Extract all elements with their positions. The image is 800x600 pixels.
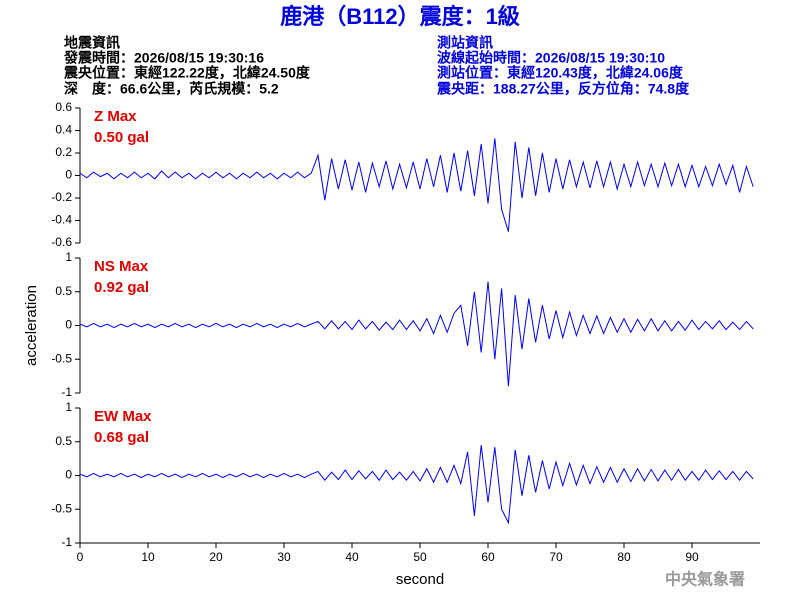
y-tick-label: 0	[65, 468, 72, 482]
annotation: Z Max	[94, 108, 137, 125]
y-tick-label: 1	[65, 400, 72, 414]
x-axis-label: second	[396, 571, 444, 588]
x-tick-label: 90	[685, 550, 699, 564]
y-tick-label: 0	[65, 318, 72, 332]
x-tick-label: 0	[77, 550, 84, 564]
y-tick-label: 0.4	[55, 123, 72, 137]
info-line: 測站資訊	[437, 35, 493, 51]
info-line: 震央距：188.27公里，反方位角：74.8度	[436, 81, 690, 97]
y-tick-label: 0.2	[55, 145, 72, 159]
x-tick-label: 10	[141, 550, 155, 564]
x-tick-label: 80	[617, 550, 631, 564]
annotation: 0.68 gal	[94, 429, 149, 446]
y-tick-label: 0.5	[55, 284, 72, 298]
info-line: 波線起始時間：2026/08/15 19:30:10	[437, 50, 665, 66]
y-tick-label: -0.4	[51, 213, 72, 227]
y-tick-label: 0.6	[55, 100, 72, 114]
waveform	[79, 281, 754, 387]
x-tick-label: 60	[481, 550, 495, 564]
info-line: 地震資訊	[64, 35, 120, 51]
waveform	[79, 138, 754, 232]
y-tick-label: 0	[65, 168, 72, 182]
waveform	[79, 445, 754, 525]
info-line: 測站位置：東經120.43度，北緯24.06度	[437, 65, 684, 81]
x-tick-label: 50	[413, 550, 427, 564]
x-tick-label: 20	[209, 550, 223, 564]
y-tick-label: -0.5	[51, 351, 72, 365]
y-tick-label: -0.2	[51, 190, 72, 204]
annotation: 0.92 gal	[94, 279, 149, 296]
y-tick-label: -1	[61, 385, 72, 399]
y-tick-label: 1	[65, 250, 72, 264]
y-tick-label: -1	[61, 535, 72, 549]
annotation: 0.50 gal	[94, 129, 149, 146]
y-tick-label: 0.5	[55, 434, 72, 448]
x-tick-label: 70	[549, 550, 563, 564]
annotation: EW Max	[94, 408, 152, 425]
info-line: 發震時間：2026/08/15 19:30:16	[63, 50, 264, 66]
annotation: NS Max	[94, 258, 149, 275]
y-tick-label: -0.6	[51, 235, 72, 249]
footer: 中央氣象署	[665, 570, 745, 589]
x-tick-label: 40	[345, 550, 359, 564]
info-line: 震央位置：東經122.22度，北緯24.50度	[63, 65, 311, 81]
chart-title: 鹿港（B112）震度：1級	[280, 4, 520, 29]
x-tick-label: 30	[277, 550, 291, 564]
info-line: 深 度：66.6公里，芮氏規模：5.2	[64, 81, 279, 97]
y-axis-label: acceleration	[23, 285, 40, 366]
y-tick-label: -0.5	[51, 501, 72, 515]
